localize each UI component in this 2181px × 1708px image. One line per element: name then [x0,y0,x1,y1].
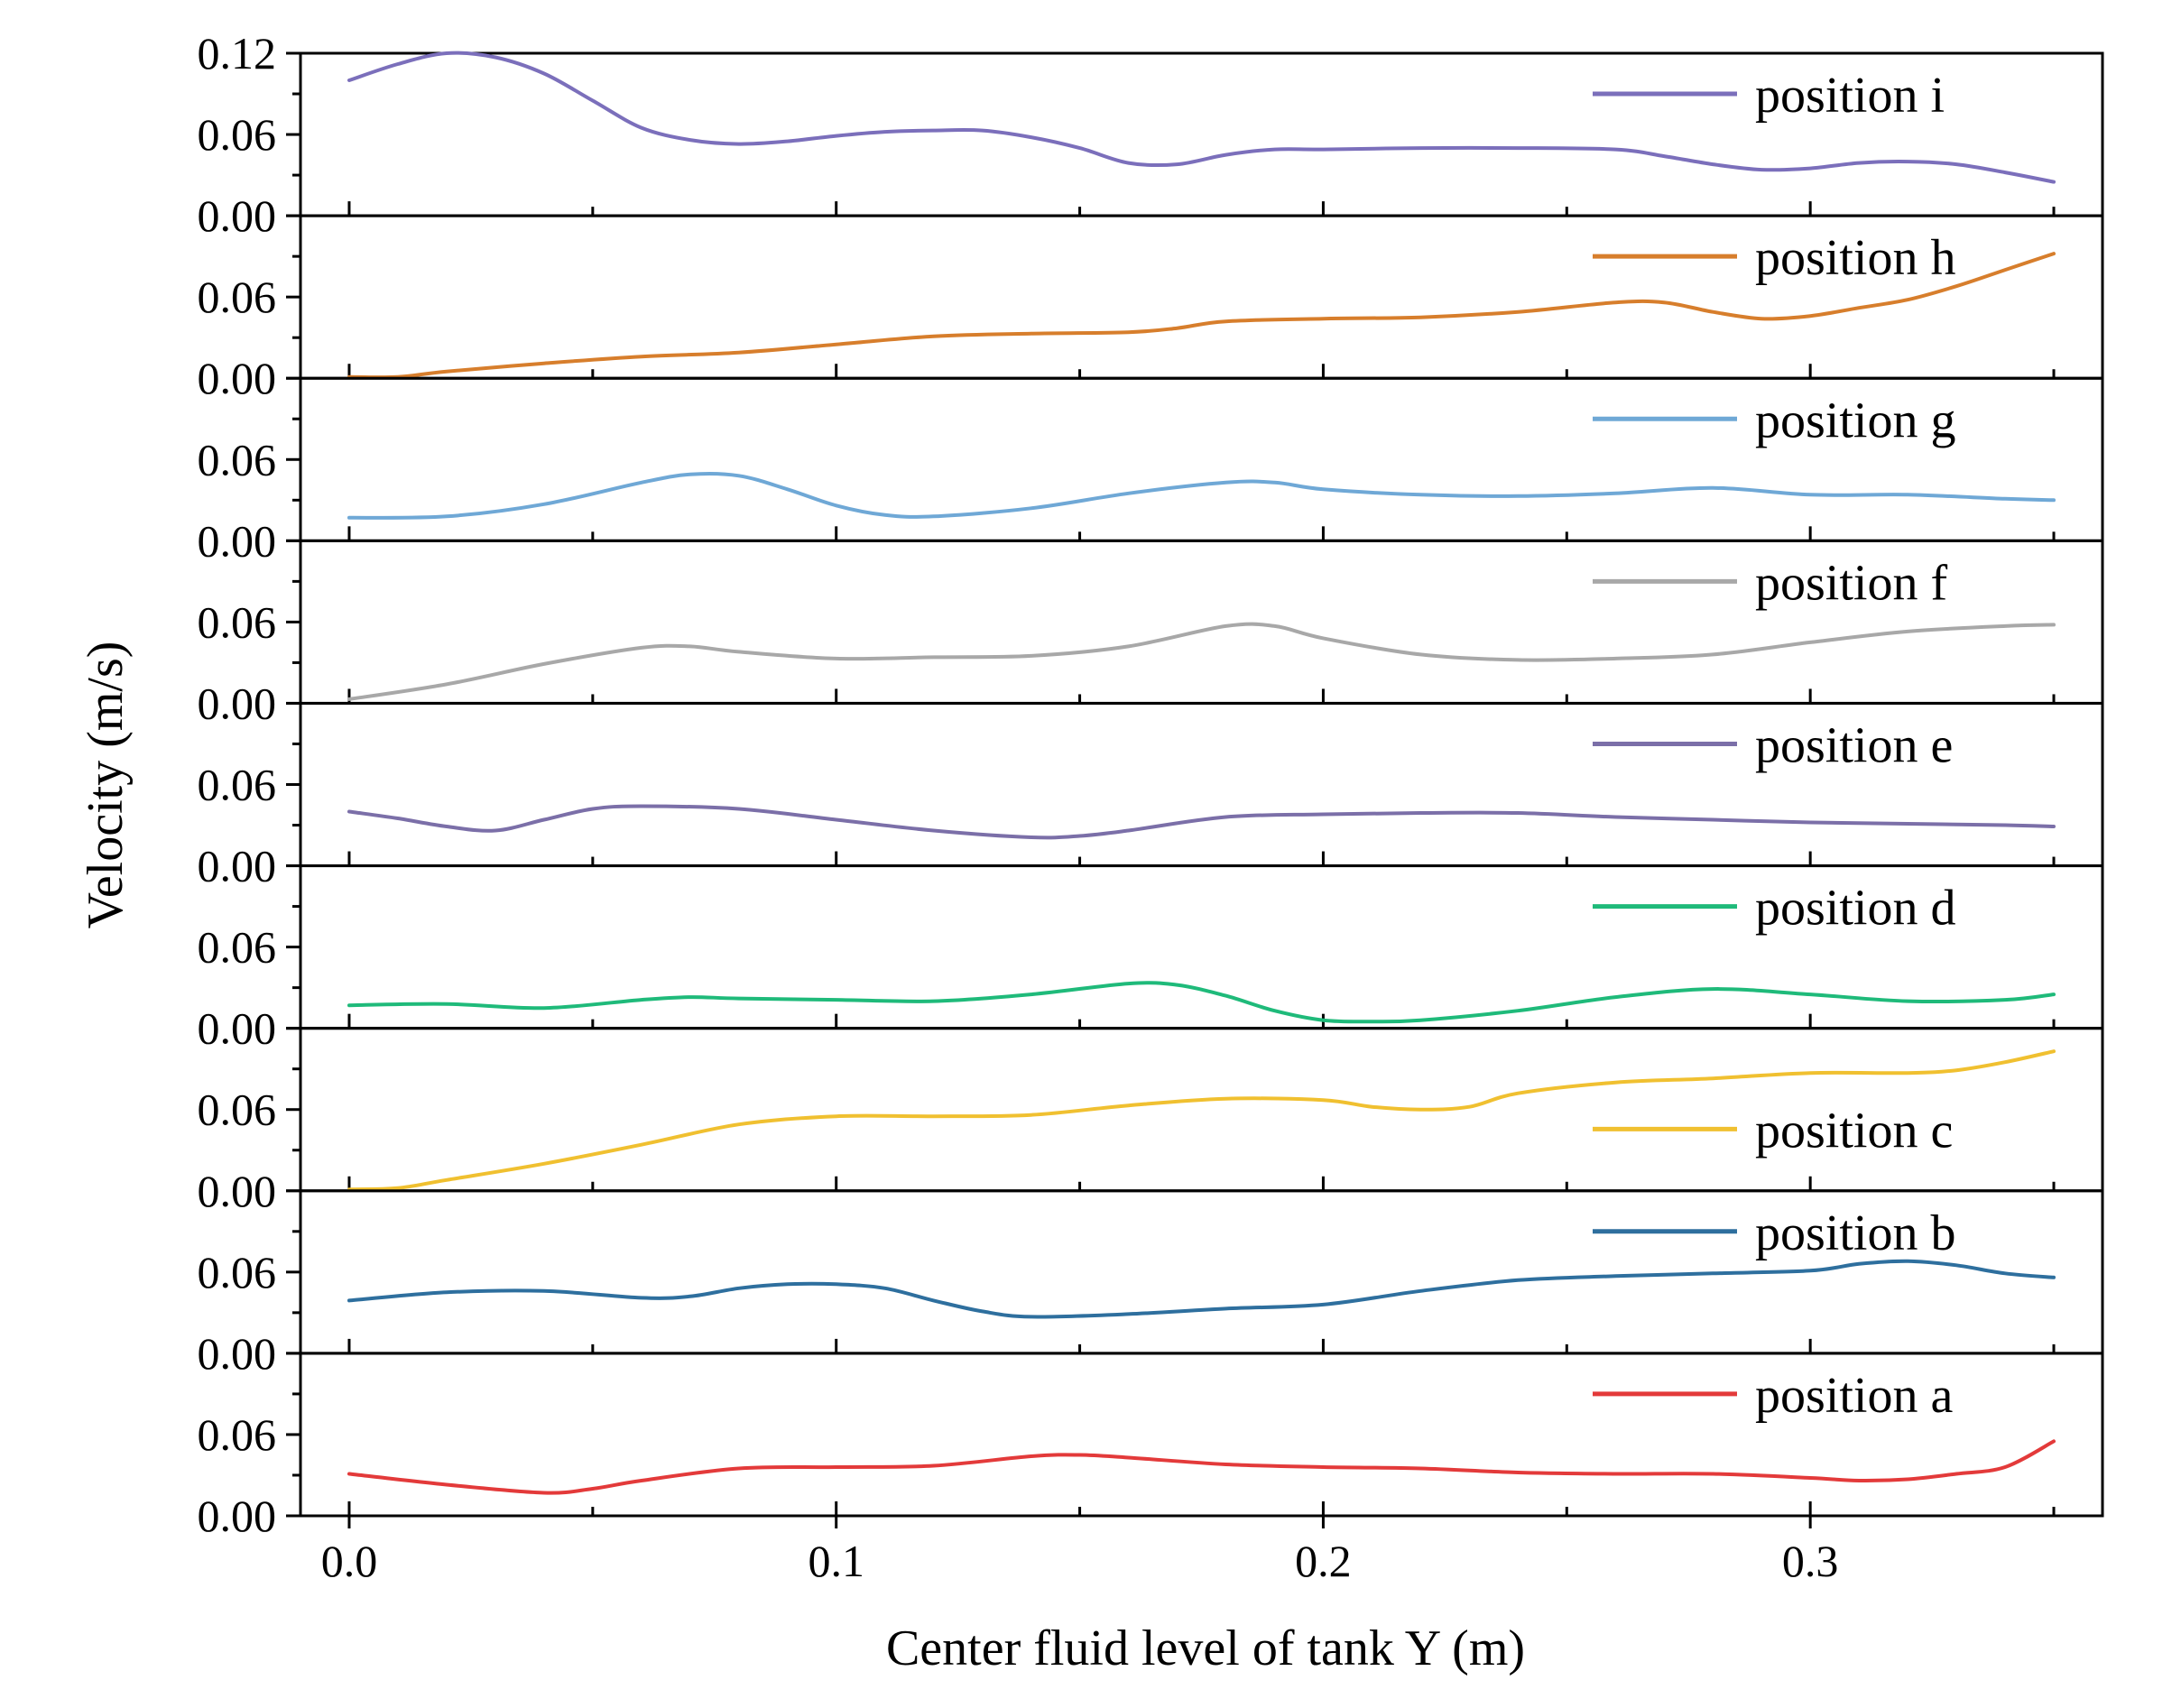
panel-position-i: 0.00 0.06 0.12 position i [198,28,2104,241]
series-line [347,1259,2056,1319]
series-line [347,252,2056,380]
y-tick-label: 0.00 [198,190,277,241]
x-axis-title: Center fluid level of tank Y (m) [886,1620,1525,1676]
series-line [347,51,2056,184]
y-tick-label: 0.00 [198,353,277,403]
x-tick-label: 0.2 [1295,1536,1352,1586]
y-tick-label: 0.00 [198,678,277,728]
y-tick-label: 0.06 [198,1085,277,1135]
x-tick-label: 0.0 [321,1536,378,1586]
legend-label: position e [1755,717,1953,773]
y-tick-label: 0.06 [198,760,277,810]
legend-label: position c [1755,1103,1953,1159]
series-line [347,981,2056,1024]
y-tick-label: 0.06 [198,1247,277,1297]
y-tick-label: 0.00 [198,1491,277,1541]
legend-label: position g [1755,392,1955,448]
legend-label: position a [1755,1368,1953,1424]
legend-label: position i [1755,68,1945,124]
y-tick-label: 0.00 [198,1166,277,1216]
panel-position-d: 0.00 0.06 position d [198,864,2104,1054]
y-tick-label: 0.00 [198,1328,277,1379]
panel-position-h: 0.00 0.06 position h [198,214,2104,403]
panel-position-g: 0.00 0.06 position g [198,376,2104,566]
series-line [347,622,2056,701]
series-line [347,1439,2056,1495]
y-tick-label: 0.06 [198,596,277,647]
y-tick-label: 0.00 [198,1003,277,1054]
y-tick-label: 0.12 [198,28,277,78]
legend-label: position h [1755,230,1955,286]
x-tick-label: 0.3 [1782,1536,1839,1586]
y-tick-label: 0.06 [198,272,277,322]
panel-position-a: 0.00 0.06 position a [198,1352,2104,1541]
legend-label: position d [1755,881,1955,937]
panel-position-f: 0.00 0.06 position f [198,539,2104,728]
series-line [347,471,2056,520]
series-line [347,804,2056,840]
y-tick-label: 0.00 [198,841,277,891]
y-tick-label: 0.06 [198,922,277,973]
series-line [347,1049,2056,1192]
panel-position-e: 0.00 0.06 position e [198,701,2104,891]
y-tick-label: 0.00 [198,515,277,566]
y-tick-label: 0.06 [198,434,277,485]
chart-panels: 0.00 0.06 0.12 position i 0.00 0.06 position h… [198,28,2104,1541]
panel-position-c: 0.00 0.06 position c [198,1027,2104,1216]
panel-position-b: 0.00 0.06 position b [198,1189,2104,1379]
x-axis: 0.0 0.1 0.2 0.3 [321,1516,1839,1586]
x-tick-label: 0.1 [808,1536,864,1586]
y-axis-title: Velocity (m/s) [78,642,134,929]
y-tick-label: 0.06 [198,1409,277,1460]
legend-label: position f [1755,555,1947,611]
y-tick-label: 0.06 [198,109,277,160]
legend-label: position b [1755,1205,1955,1261]
